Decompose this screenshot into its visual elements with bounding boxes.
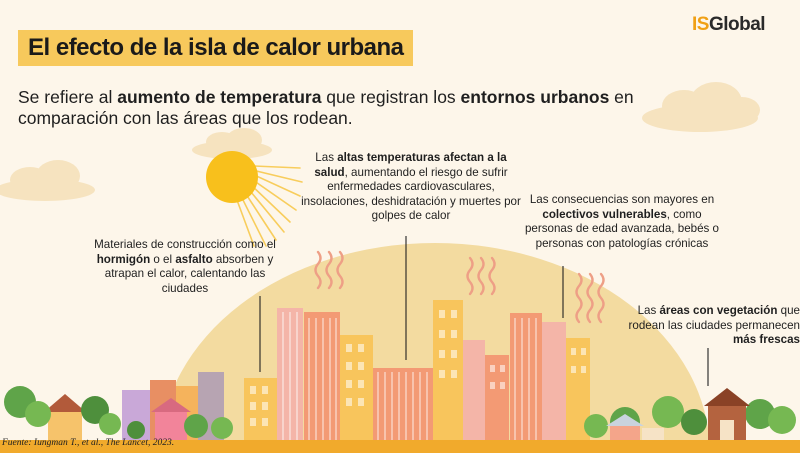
sun-icon [206, 151, 258, 203]
intro-text: Se refiere al aumento de temperatura que… [18, 87, 658, 129]
note-health-bold-1: altas temperaturas afectan a la salud [314, 151, 507, 179]
intro-bold-2: entornos urbanos [460, 87, 610, 107]
intro-text-1: Se refiere al [18, 87, 118, 107]
cloud-icon [192, 128, 272, 159]
note-materials: Materiales de construcción como el hormi… [90, 238, 280, 296]
intro-text-2: que registran los [321, 87, 461, 107]
note-green-text-1: Las [637, 304, 660, 317]
note-materials-text-3: absorben y atrapan el calor, calentando … [104, 252, 274, 295]
note-health-text-2: , aumentando el riesgo de sufrir enferme… [301, 165, 521, 223]
note-vulnerable-bold-1: colectivos vulnerables [542, 207, 667, 221]
title-highlight: El efecto de la isla de calor urbana [18, 30, 414, 66]
note-green-bold-1: áreas con vegetación [659, 304, 778, 317]
note-green-text-2: que rodean las ciudades permanecen [628, 304, 800, 332]
note-health-text-1: Las [315, 151, 338, 164]
barn-icon [704, 388, 750, 440]
logo-part-global: Global [708, 14, 766, 35]
note-materials-bold-2: asfalto [175, 252, 213, 266]
note-vulnerable: Las consecuencias son mayores en colecti… [518, 193, 726, 251]
note-materials-text-1: Materiales de construcción como el [94, 238, 276, 251]
note-vulnerable-text-1: Las consecuencias son mayores en [529, 193, 715, 206]
note-vulnerable-text-2: , como personas de edad avanzada, bebés … [524, 207, 720, 250]
note-green: Las áreas con vegetación que rodean las … [604, 304, 800, 348]
building-windows [282, 312, 537, 453]
tree-icon [4, 386, 233, 439]
heat-wave-icon [314, 250, 605, 324]
cloud-icon [642, 82, 760, 132]
cloud-icon [0, 160, 95, 201]
house-icon [606, 414, 664, 440]
isglobal-logo: ISGlobal [692, 14, 766, 36]
intro-bold-1: aumento de temperatura [117, 87, 322, 107]
note-materials-text-2: o el [150, 252, 176, 266]
ground-road [0, 440, 800, 453]
building-windows [250, 310, 586, 426]
note-materials-bold-1: hormigón [96, 252, 151, 266]
page-title: El efecto de la isla de calor urbana [28, 34, 404, 61]
note-health: Las altas temperaturas afectan a la salu… [300, 151, 522, 224]
logo-part-is: IS [692, 14, 709, 35]
source-citation: Fuente: Iungman T., et al., The Lancet, … [2, 438, 175, 448]
note-green-bold-2: más frescas [732, 333, 800, 346]
connector-lines [259, 236, 709, 386]
intro-text-3: en comparación con las áreas que los rod… [18, 87, 634, 128]
